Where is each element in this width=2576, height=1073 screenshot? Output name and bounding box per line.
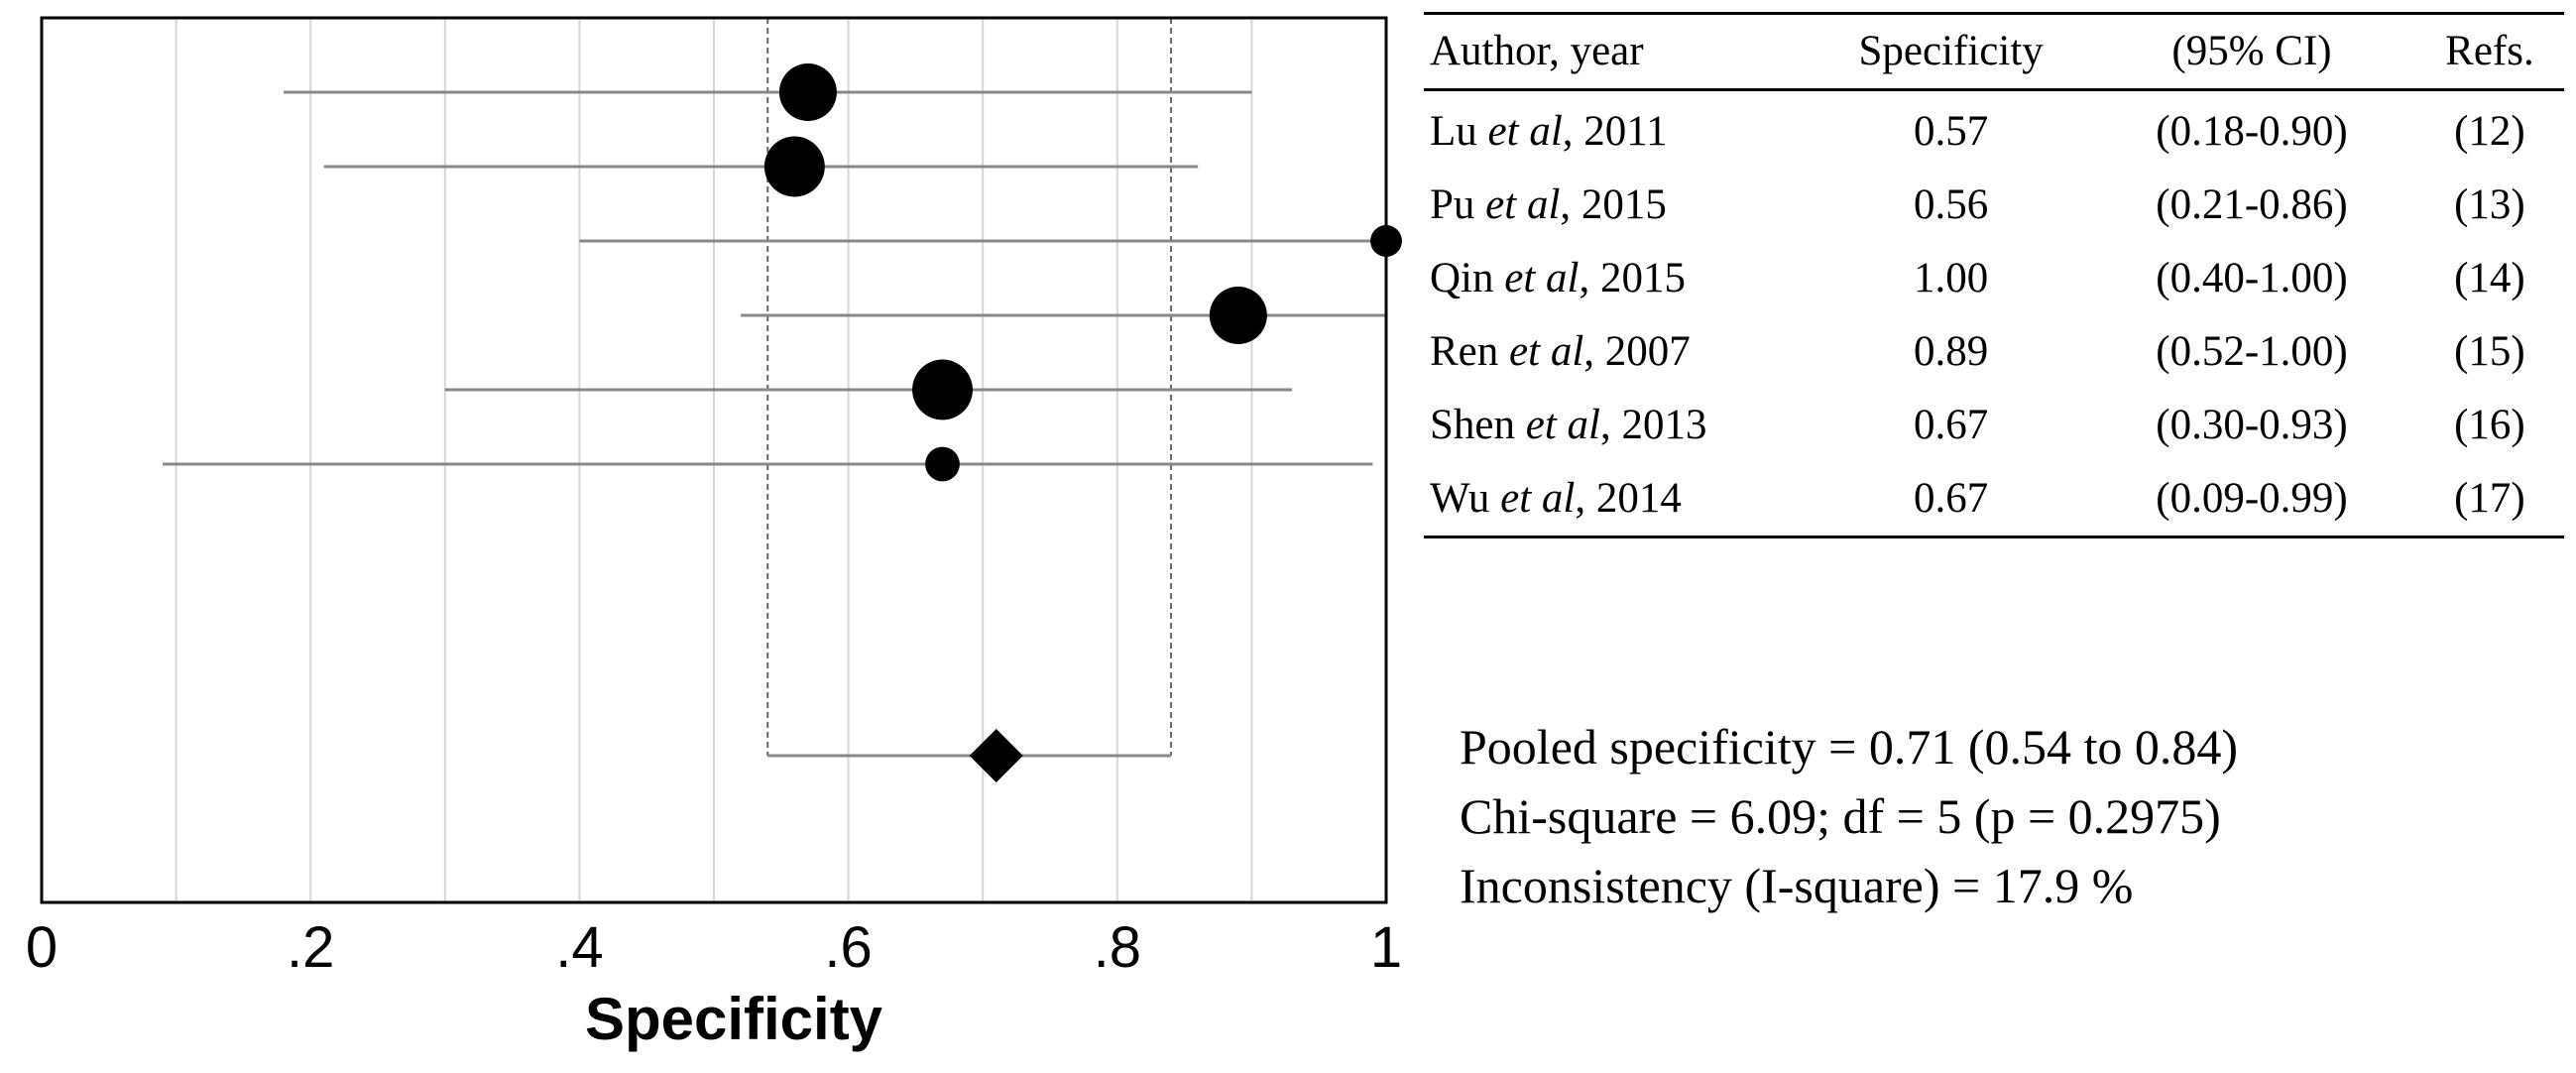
study-table: Author, year Specificity (95% CI) Refs. …: [1424, 12, 2564, 538]
cell-ref: (13): [2454, 181, 2525, 228]
author-name: Qin: [1430, 255, 1494, 301]
inconsistency-text: Inconsistency (I-square) = 17.9 %: [1460, 858, 2134, 913]
cell-ref: (12): [2454, 108, 2525, 155]
author-name: Lu: [1430, 108, 1477, 155]
x-tick-label: 0: [26, 915, 58, 980]
study-point: [778, 63, 837, 121]
table-body: Lu et al, 2011 0.57 (0.18-0.90) (12) Pu et a…: [1424, 90, 2564, 537]
chi-square-text: Chi-square = 6.09; df = 5 (p = 0.2975): [1460, 788, 2221, 844]
author-year: , 2011: [1562, 108, 1668, 155]
author-etal: et al: [1485, 181, 1561, 228]
author-year: , 2015: [1560, 181, 1667, 228]
cell-ci: (0.52-1.00): [2156, 328, 2348, 375]
cell-ref: (17): [2454, 475, 2525, 522]
cell-specificity: 0.67: [1914, 475, 1989, 522]
header-specificity: Specificity: [1858, 28, 2044, 74]
cell-author: Pu et al, 2015: [1424, 169, 1814, 242]
cell-author: Shen et al, 2013: [1424, 389, 1814, 462]
author-etal: et al: [1509, 328, 1584, 375]
pooled-ci-bracket: [766, 18, 1173, 782]
cell-ref: (15): [2454, 328, 2525, 375]
x-tick-label: 1: [1370, 915, 1402, 980]
study-point: [763, 136, 825, 197]
table-row: Shen et al, 2013 0.67 (0.30-0.93) (16): [1424, 389, 2564, 462]
cell-ci: (0.18-0.90): [2156, 108, 2348, 155]
table-header-row: Author, year Specificity (95% CI) Refs.: [1424, 13, 2564, 90]
author-etal: et al: [1500, 475, 1576, 522]
study-point: [925, 446, 960, 482]
author-etal: et al: [1504, 255, 1580, 301]
cell-ci: (0.40-1.00): [2156, 255, 2348, 301]
summary-statistics: Pooled specificity = 0.71 (0.54 to 0.84)…: [1460, 712, 2238, 920]
cell-ref: (16): [2454, 402, 2525, 448]
table-row: Pu et al, 2015 0.56 (0.21-0.86) (13): [1424, 169, 2564, 242]
author-year: , 2015: [1579, 255, 1686, 301]
study-point: [912, 359, 973, 420]
cell-ci: (0.30-0.93): [2156, 402, 2348, 448]
table-row: Lu et al, 2011 0.57 (0.18-0.90) (12): [1424, 90, 2564, 170]
cell-ci: (0.09-0.99): [2156, 475, 2348, 522]
author-name: Pu: [1430, 181, 1475, 228]
author-name: Ren: [1430, 328, 1499, 375]
study-estimates: [163, 63, 1402, 482]
pooled-specificity-text: Pooled specificity = 0.71 (0.54 to 0.84): [1460, 719, 2239, 775]
plot-frame: [40, 16, 1388, 904]
x-tick-label: .4: [555, 915, 603, 980]
cell-author: Qin et al, 2015: [1424, 242, 1814, 315]
x-axis-ticks: 0 .2 .4 .6 .8 1: [26, 915, 1402, 980]
cell-author: Wu et al, 2014: [1424, 462, 1814, 537]
x-tick-label: .6: [824, 915, 872, 980]
header-ci: (95% CI): [2171, 28, 2332, 74]
author-name: Wu: [1430, 475, 1490, 522]
table-row: Qin et al, 2015 1.00 (0.40-1.00) (14): [1424, 242, 2564, 315]
cell-author: Ren et al, 2007: [1424, 315, 1814, 389]
x-axis-title: Specificity: [585, 986, 883, 1052]
pooled-diamond: [969, 729, 1023, 782]
header-author: Author, year: [1430, 28, 1644, 74]
grid-lines: [175, 18, 1253, 902]
cell-specificity: 0.89: [1914, 328, 1989, 375]
table-row: Ren et al, 2007 0.89 (0.52-1.00) (15): [1424, 315, 2564, 389]
cell-author: Lu et al, 2011: [1424, 90, 1814, 170]
study-table-panel: Author, year Specificity (95% CI) Refs. …: [1424, 12, 2564, 538]
header-refs: Refs.: [2445, 28, 2534, 74]
author-etal: et al: [1525, 402, 1600, 448]
cell-ci: (0.21-0.86): [2156, 181, 2348, 228]
table-row: Wu et al, 2014 0.67 (0.09-0.99) (17): [1424, 462, 2564, 537]
author-name: Shen: [1430, 402, 1515, 448]
forest-plot: 0 .2 .4 .6 .8 1 Specificity: [26, 16, 1402, 1052]
author-year: , 2007: [1583, 328, 1691, 375]
author-year: , 2013: [1599, 402, 1707, 448]
cell-specificity: 0.57: [1914, 108, 1989, 155]
x-tick-label: .2: [287, 915, 334, 980]
study-point: [1209, 287, 1267, 344]
cell-specificity: 0.67: [1914, 402, 1989, 448]
author-year: , 2014: [1575, 475, 1682, 522]
cell-specificity: 1.00: [1914, 255, 1989, 301]
cell-ref: (14): [2454, 255, 2525, 301]
author-etal: et al: [1487, 108, 1563, 155]
cell-specificity: 0.56: [1914, 181, 1989, 228]
x-tick-label: .8: [1094, 915, 1141, 980]
